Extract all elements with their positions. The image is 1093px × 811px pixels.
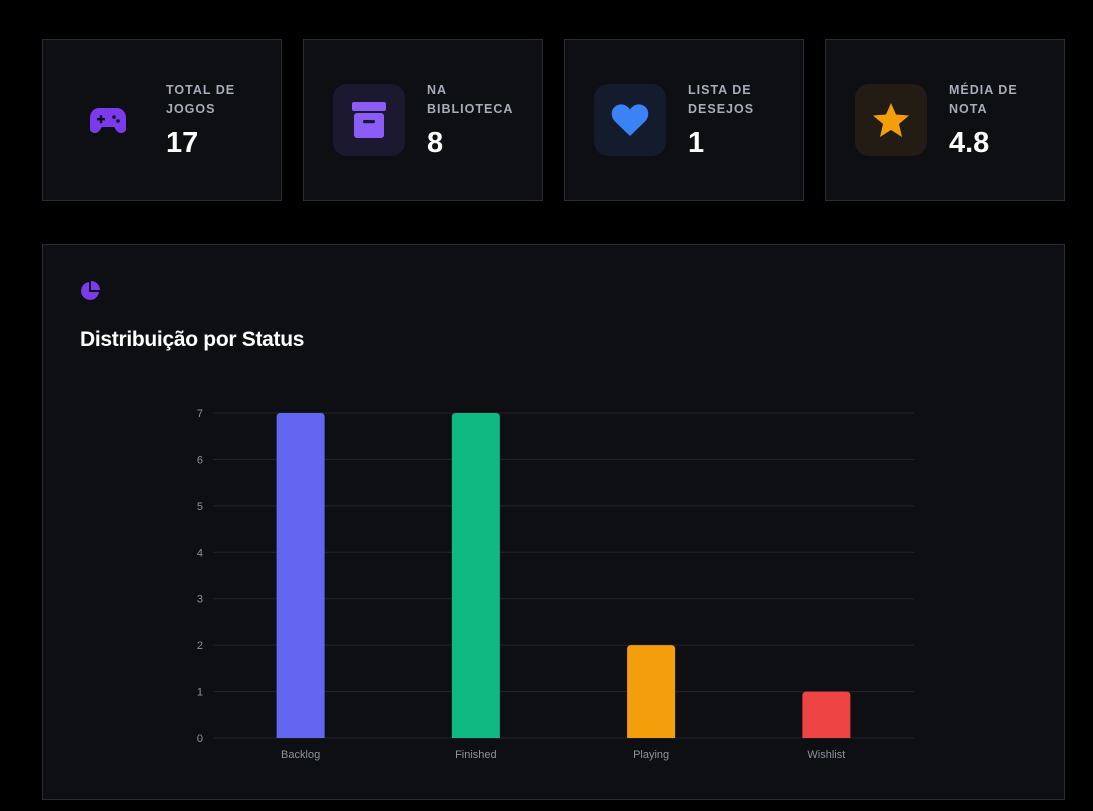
stat-value: 17 — [166, 127, 199, 159]
stat-card-library: NA BIBLIOTECA 8 — [303, 39, 543, 201]
stat-value: 8 — [427, 127, 444, 159]
stat-card-wishlist: LISTA DE DESEJOS 1 — [564, 39, 804, 201]
bar-finished[interactable] — [451, 413, 500, 738]
stat-label: MÉDIA DE NOTA — [949, 83, 1018, 116]
archive-icon — [352, 102, 386, 138]
heart-icon — [611, 104, 649, 136]
y-tick-label: 7 — [197, 408, 203, 420]
x-tick-label: Wishlist — [807, 749, 845, 761]
bar-wishlist[interactable] — [802, 691, 851, 738]
stat-card-average-rating: MÉDIA DE NOTA 4.8 — [825, 39, 1065, 201]
stat-card-total-games: TOTAL DE JOGOS 17 — [42, 39, 282, 201]
x-tick-label: Finished — [455, 749, 497, 761]
status-chart-card: Distribuição por Status 0 1 2 3 4 5 6 7 Backlog F… — [42, 244, 1065, 800]
y-tick-label: 0 — [197, 733, 203, 745]
gamepad-icon — [90, 108, 126, 133]
stat-icon-box — [333, 84, 405, 156]
bar-backlog[interactable] — [276, 413, 325, 738]
stat-icon-box — [72, 84, 144, 156]
status-bar-chart: 0 1 2 3 4 5 6 7 Backlog Finished Playing Wishlist — [197, 408, 914, 761]
pie-chart-icon — [81, 281, 100, 300]
y-tick-label: 5 — [197, 501, 203, 513]
y-tick-label: 6 — [197, 454, 203, 466]
chart-title: Distribuição por Status — [80, 328, 305, 351]
stat-icon-box — [855, 84, 927, 156]
y-tick-label: 1 — [197, 687, 203, 699]
stat-label: LISTA DE DESEJOS — [688, 83, 755, 116]
stat-icon-box — [594, 84, 666, 156]
stat-label: NA BIBLIOTECA — [427, 83, 514, 116]
stats-row: TOTAL DE JOGOS 17 NA BIBLIOTECA 8 LISTA … — [42, 39, 1065, 201]
stat-value: 4.8 — [949, 127, 990, 159]
y-tick-label: 3 — [197, 594, 203, 606]
star-icon — [873, 103, 909, 137]
y-tick-label: 2 — [197, 640, 203, 652]
stat-label: TOTAL DE JOGOS — [166, 83, 236, 116]
x-tick-label: Backlog — [281, 749, 320, 761]
y-tick-label: 4 — [197, 547, 203, 559]
bar-playing[interactable] — [627, 645, 676, 738]
x-tick-label: Playing — [633, 749, 669, 761]
stat-value: 1 — [688, 127, 705, 159]
